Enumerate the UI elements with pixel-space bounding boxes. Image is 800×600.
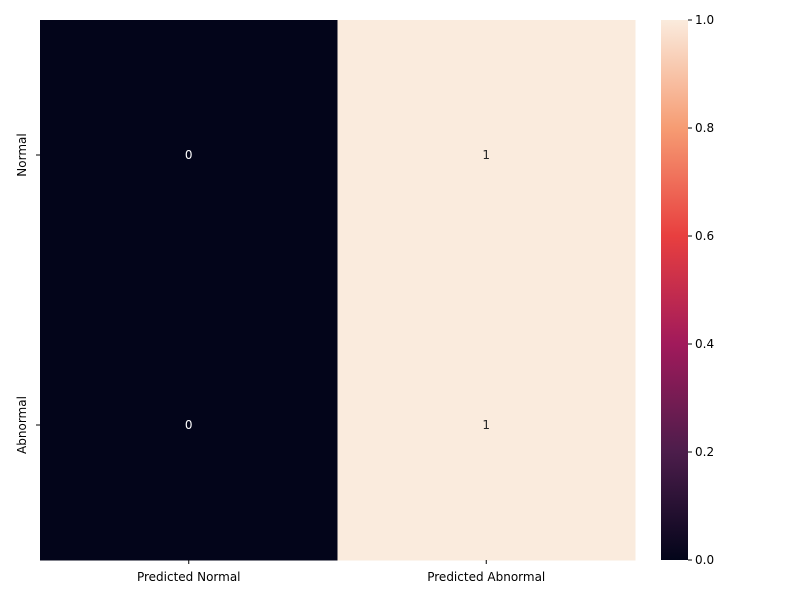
heatmap-cells: 0 1 0 1 — [40, 20, 636, 561]
colorbar-tick-label: 0.0 — [695, 553, 714, 567]
cell-value-label: 0 — [185, 418, 193, 432]
x-tick-label: Predicted Abnormal — [427, 570, 545, 584]
heatmap-cell — [40, 20, 338, 291]
colorbar-tick-label: 1.0 — [695, 13, 714, 27]
y-tick-label: Normal — [15, 133, 29, 176]
colorbar-tick-label: 0.4 — [695, 337, 714, 351]
colorbar: 0.0 0.2 0.4 0.6 0.8 1.0 — [661, 13, 714, 567]
colorbar-tick-label: 0.8 — [695, 121, 714, 135]
x-tick-label: Predicted Normal — [137, 570, 241, 584]
cell-value-label: 0 — [185, 148, 193, 162]
cell-value-label: 1 — [482, 418, 490, 432]
y-axis: Normal Abnormal — [15, 133, 40, 454]
cell-value-label: 1 — [482, 148, 490, 162]
x-axis: Predicted Normal Predicted Abnormal — [137, 560, 545, 584]
colorbar-gradient — [661, 20, 688, 560]
colorbar-tick-label: 0.2 — [695, 445, 714, 459]
y-tick-label: Abnormal — [15, 396, 29, 454]
colorbar-tick-label: 0.6 — [695, 229, 714, 243]
heatmap-cell — [337, 290, 636, 561]
heatmap-cell — [337, 20, 636, 291]
heatmap-cell — [40, 290, 338, 561]
